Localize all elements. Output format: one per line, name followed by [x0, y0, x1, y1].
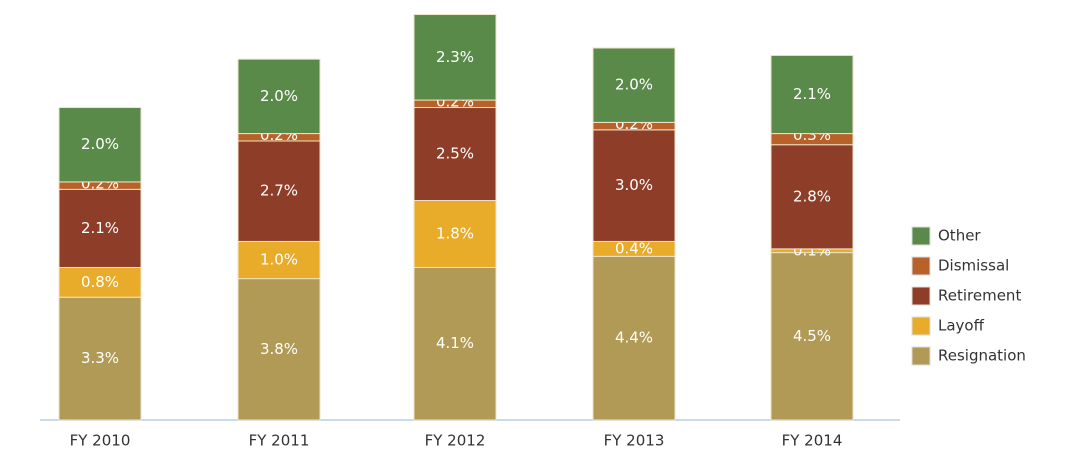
data-label: 2.7%: [260, 182, 298, 200]
data-label: 3.8%: [260, 340, 298, 358]
bar-segment: [237, 140, 321, 242]
data-label: 0.8%: [81, 273, 119, 291]
data-label: 4.5%: [793, 327, 831, 345]
bar-segment: [58, 266, 142, 298]
data-label: 3.0%: [615, 176, 653, 194]
legend-label: Layoff: [938, 317, 985, 335]
data-label: 4.4%: [615, 329, 653, 347]
x-tick-label: FY 2011: [249, 432, 310, 450]
x-tick-label: FY 2014: [782, 432, 843, 450]
bar-segment: [58, 296, 142, 421]
legend-label: Other: [938, 227, 981, 245]
data-label: 3.3%: [81, 349, 119, 367]
data-label: 1.0%: [260, 251, 298, 269]
bar-segment: [413, 14, 497, 101]
x-tick-label: FY 2010: [70, 432, 131, 450]
legend-swatch: [911, 226, 931, 246]
data-label: 4.1%: [436, 334, 474, 352]
data-label: 2.1%: [81, 219, 119, 237]
legend-label: Resignation: [938, 347, 1026, 365]
data-label: 2.1%: [793, 85, 831, 103]
data-label: 1.8%: [436, 225, 474, 243]
bar-segment: [770, 252, 854, 421]
bar-segment: [237, 58, 321, 135]
bar-segment: [413, 266, 497, 421]
bar-segment: [237, 240, 321, 280]
legend-swatch: [911, 346, 931, 366]
legend-label: Retirement: [938, 287, 1021, 305]
bar-segment: [592, 129, 676, 242]
legend-swatch: [911, 316, 931, 336]
legend-label: Dismissal: [938, 257, 1009, 275]
data-label: 2.8%: [793, 187, 831, 205]
data-label: 0.4%: [615, 239, 653, 257]
data-label: 2.0%: [615, 76, 653, 94]
bar-segment: [770, 54, 854, 135]
legend-swatch: [911, 256, 931, 276]
x-tick-label: FY 2012: [425, 432, 486, 450]
legend-swatch: [911, 286, 931, 306]
x-tick-label: FY 2013: [604, 432, 665, 450]
bar-segment: [58, 107, 142, 183]
data-label: 2.0%: [260, 87, 298, 105]
bar-segment: [237, 278, 321, 421]
data-label: 2.5%: [436, 145, 474, 163]
data-label: 2.3%: [436, 48, 474, 66]
bar-segment: [592, 47, 676, 123]
bar-segment: [413, 107, 497, 202]
bar-segment: [592, 255, 676, 421]
bar-segment: [770, 144, 854, 250]
data-label: 2.0%: [81, 135, 119, 153]
